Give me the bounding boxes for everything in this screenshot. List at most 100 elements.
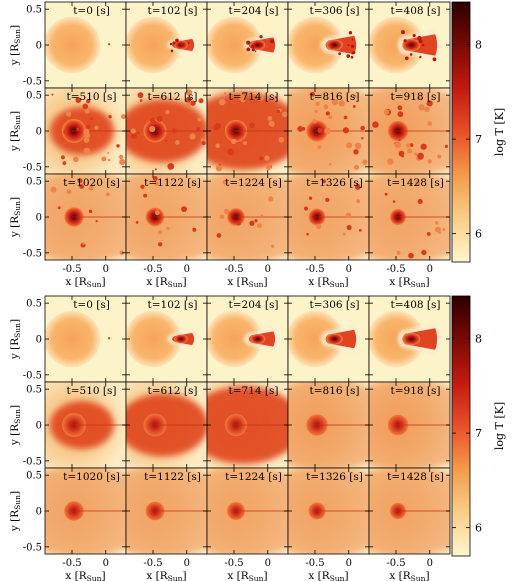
x-tick-label: -0.5 [143, 558, 162, 569]
hot-core [402, 333, 421, 345]
x-axis-label: x [RSun] [65, 570, 105, 581]
hot-clump [77, 178, 83, 184]
top-subplot-10: t=1020 [s] [44, 173, 127, 261]
bottom-subplot-11: t=1122 [s] [125, 467, 208, 555]
hot-clump [438, 230, 441, 234]
hot-clump [444, 144, 449, 148]
hot-clump [223, 91, 227, 95]
top-subplot-12: t=1224 [s] [206, 173, 289, 261]
hot-clump [346, 142, 353, 149]
hot-clump [171, 128, 177, 134]
hot-clump [62, 161, 67, 165]
hot-clump [259, 35, 263, 39]
hot-clump [424, 106, 430, 112]
x-axis-label: x [RSun] [227, 276, 267, 289]
colorbar-tick-label: 7 [475, 427, 482, 440]
time-label: t=0 [s] [73, 299, 110, 311]
colorbar-top-label: log T [K] [493, 108, 506, 156]
hot-clump [185, 101, 192, 108]
colorbar-bottom-label: log T [K] [493, 402, 506, 450]
hot-clump [331, 98, 339, 106]
x-axis-label: x [RSun] [389, 570, 429, 581]
hot-clump [83, 147, 91, 155]
hot-clump [130, 128, 136, 134]
hot-clump [66, 189, 72, 195]
hot-clump [137, 92, 144, 99]
y-tick-label: 0 [36, 335, 42, 346]
time-label: t=102 [s] [148, 5, 198, 17]
top-subplot-11: t=1122 [s] [125, 173, 208, 261]
hot-clump [236, 221, 241, 226]
time-label: t=204 [s] [229, 299, 279, 311]
x-tick-label: -0.5 [62, 558, 81, 569]
hot-clump [353, 149, 359, 155]
hot-clump [418, 39, 423, 44]
hot-clump [82, 103, 89, 110]
time-label: t=1428 [s] [387, 471, 444, 483]
x-axis-label: x [RSun] [227, 570, 267, 581]
hot-clump [384, 192, 388, 196]
y-tick-label: 0.5 [26, 385, 42, 396]
x-axis-label: x [RSun] [308, 276, 348, 289]
hot-clump [360, 125, 365, 131]
hot-clump [154, 181, 160, 186]
y-axis-label: y [RSun] [9, 25, 22, 66]
hot-clump [325, 197, 330, 203]
top-subplot-9: t=918 [s] [368, 87, 451, 175]
hot-clump [303, 206, 309, 211]
colorbar-tick-label: 8 [475, 333, 482, 346]
hot-clump [397, 111, 404, 118]
hot-clump [392, 200, 396, 203]
hot-clump [190, 100, 196, 106]
hot-clump [419, 55, 422, 58]
hot-clump [408, 252, 414, 259]
time-label: t=816 [s] [310, 385, 360, 397]
x-tick-label: -0.5 [224, 558, 243, 569]
x-tick-label: -0.5 [305, 264, 324, 275]
x-tick-label: -0.5 [386, 558, 405, 569]
hot-clump [354, 184, 361, 190]
hot-clump [325, 111, 330, 116]
bottom-subplot-2: t=204 [s] [206, 295, 289, 383]
panel-group-bottom: t=0 [s] t=102 [s] t=204 [s] t=306 [s] t=408 … [9, 295, 451, 581]
time-label: t=1326 [s] [306, 471, 363, 483]
hot-clump [170, 49, 174, 53]
x-axis-label: x [RSun] [308, 570, 348, 581]
hot-clump [342, 127, 349, 134]
time-label: t=1122 [s] [144, 177, 201, 189]
time-label: t=306 [s] [310, 299, 360, 311]
hot-clump [345, 212, 352, 218]
hot-clump [172, 41, 176, 45]
hot-clump [180, 43, 184, 46]
hot-clump [130, 132, 138, 139]
hot-clump [442, 228, 446, 231]
x-axis-label: x [RSun] [65, 276, 105, 289]
hot-clump [276, 109, 280, 114]
hot-clump [338, 52, 342, 56]
x-axis-label: x [RSun] [146, 276, 186, 289]
hot-clump [83, 137, 90, 143]
colorbar-tick-label: 6 [475, 522, 482, 535]
hot-clump [383, 109, 390, 115]
y-tick-label: 0 [36, 421, 42, 432]
hot-clump [152, 175, 158, 181]
hot-clump [414, 152, 418, 156]
hot-clump [101, 156, 107, 162]
y-tick-label: 0.5 [26, 471, 42, 482]
top-subplot-7: t=714 [s] [206, 87, 289, 175]
hot-clump [342, 232, 346, 236]
bottom-subplot-5: t=510 [s] [44, 381, 127, 469]
hot-clump [166, 226, 170, 230]
top-subplot-6: t=612 [s] [125, 87, 208, 175]
hot-clump [243, 141, 247, 145]
hot-clump [308, 196, 313, 200]
hot-clump [139, 99, 143, 102]
hot-clump [401, 30, 405, 35]
hot-clump [328, 115, 333, 120]
hot-clump [372, 121, 379, 128]
hot-clump [312, 118, 317, 124]
time-label: t=1122 [s] [144, 471, 201, 483]
bottom-subplot-1: t=102 [s] [125, 295, 208, 383]
hot-clump [314, 109, 318, 114]
hot-clump [270, 244, 275, 248]
